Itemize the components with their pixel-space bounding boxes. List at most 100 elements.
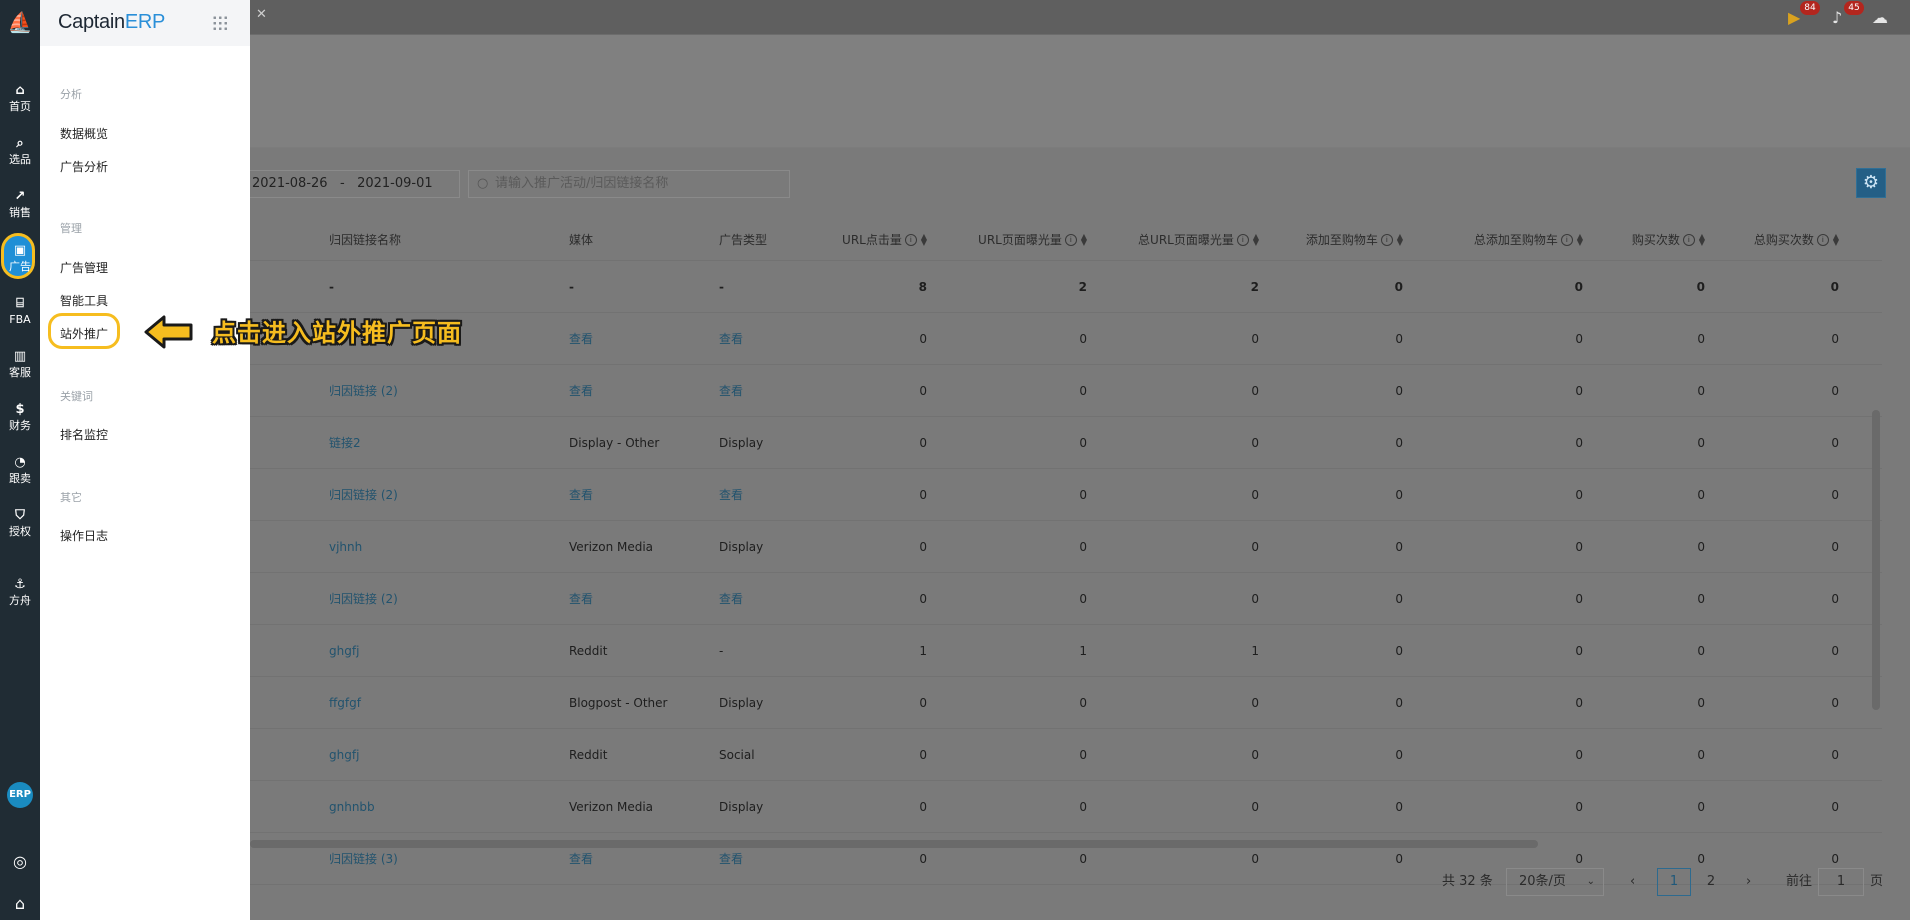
- cell-link[interactable]: 查看: [569, 332, 594, 346]
- info-icon[interactable]: i: [1380, 234, 1393, 246]
- menu-item-data-overview[interactable]: 数据概览: [60, 127, 109, 141]
- cell-link[interactable]: 查看: [569, 488, 594, 502]
- cell-link[interactable]: ffgfgf: [329, 695, 361, 710]
- cell-link[interactable]: 查看: [719, 332, 744, 346]
- rail-item-2[interactable]: ↗ 销售: [0, 186, 40, 230]
- table-cell[interactable]: 查看: [718, 312, 808, 365]
- page-1-button[interactable]: 1: [1657, 868, 1691, 896]
- rail-item-9[interactable]: ⚓ 方舟: [0, 574, 40, 618]
- table-cell[interactable]: ghgfj: [328, 728, 568, 781]
- bell-icon[interactable]: ♪: [1832, 8, 1843, 27]
- table-cell[interactable]: 查看: [718, 364, 808, 417]
- table-cell[interactable]: 查看: [718, 572, 808, 625]
- cell-link[interactable]: 查看: [719, 852, 744, 866]
- sort-icon[interactable]: ▲ ▼: [1698, 232, 1705, 247]
- cell-link[interactable]: 查看: [719, 592, 744, 606]
- column-header[interactable]: URL点击量 i ▲ ▼: [808, 218, 935, 261]
- column-header[interactable]: 广告类型: [718, 218, 808, 261]
- rail-item-8[interactable]: ⛉ 授权: [0, 505, 40, 549]
- cell-link[interactable]: 查看: [569, 592, 594, 606]
- cell-link[interactable]: 归因链接 (2): [329, 384, 398, 398]
- horizontal-scrollbar[interactable]: [250, 840, 1538, 848]
- rail-item-3[interactable]: ▣ 广告: [0, 233, 40, 284]
- sort-icon[interactable]: ▲ ▼: [1396, 232, 1403, 247]
- table-cell[interactable]: 查看: [718, 468, 808, 521]
- cell-link[interactable]: 查看: [719, 488, 744, 502]
- rail-item-0[interactable]: ⌂ 首页: [0, 80, 40, 124]
- cell-link[interactable]: 查看: [569, 384, 594, 398]
- cell-link[interactable]: 查看: [569, 852, 594, 866]
- info-icon[interactable]: i: [1816, 234, 1829, 246]
- cell-link[interactable]: vjhnh: [329, 539, 363, 554]
- table-cell[interactable]: 查看: [568, 364, 718, 417]
- sort-icon[interactable]: ▲ ▼: [1832, 232, 1839, 247]
- settings-gear-icon[interactable]: ⚙: [1856, 168, 1886, 198]
- menu-item-rank-monitor[interactable]: 排名监控: [60, 428, 109, 442]
- cell-link[interactable]: 查看: [719, 384, 744, 398]
- column-header[interactable]: 添加至购物车 i ▲ ▼: [1267, 218, 1411, 261]
- sort-icon[interactable]: ▲ ▼: [920, 232, 927, 247]
- table-cell[interactable]: 链接2: [328, 416, 568, 469]
- page-size-select[interactable]: 20条/页 ⌄: [1506, 868, 1604, 896]
- cell-link[interactable]: ghgfj: [329, 747, 360, 762]
- table-cell[interactable]: 归因链接 (2): [328, 364, 568, 417]
- cell-link[interactable]: 链接2: [329, 436, 361, 450]
- app-grid-icon[interactable]: [212, 15, 228, 31]
- gift-icon[interactable]: ⌂: [14, 894, 26, 913]
- erp-badge[interactable]: ERP: [7, 782, 33, 808]
- column-header[interactable]: 媒体: [568, 218, 718, 261]
- table-cell[interactable]: ghgfj: [328, 624, 568, 677]
- table-cell[interactable]: ffgfgf: [328, 676, 568, 729]
- table-cell[interactable]: 查看: [568, 572, 718, 625]
- vertical-scrollbar[interactable]: [1872, 410, 1880, 710]
- sort-icon[interactable]: ▲ ▼: [1252, 232, 1259, 247]
- headset-icon[interactable]: ◎: [13, 852, 27, 871]
- date-range-picker[interactable]: 2021-08-26 - 2021-09-01: [250, 170, 460, 198]
- table-cell[interactable]: 归因链接 (2): [328, 468, 568, 521]
- info-icon[interactable]: i: [1064, 234, 1077, 246]
- next-page-icon[interactable]: ›: [1746, 874, 1752, 889]
- column-header[interactable]: URL页面曝光量 i ▲ ▼: [935, 218, 1095, 261]
- cloud-icon[interactable]: ☁: [1872, 8, 1888, 27]
- rail-item-6[interactable]: $ 财务: [0, 399, 40, 443]
- table-cell[interactable]: gnhnbb: [328, 780, 568, 833]
- info-icon[interactable]: i: [904, 234, 917, 246]
- column-header[interactable]: 总添加至购物车 i ▲ ▼: [1411, 218, 1591, 261]
- column-header[interactable]: 总URL页面曝光量 i ▲ ▼: [1095, 218, 1267, 261]
- table-cell[interactable]: 查看: [568, 468, 718, 521]
- captain-logo-icon[interactable]: ⛵: [7, 10, 33, 34]
- page-2-button[interactable]: 2: [1706, 874, 1716, 889]
- table-cell[interactable]: 归因链接 (2): [328, 572, 568, 625]
- column-header[interactable]: 购买次数 i ▲ ▼: [1591, 218, 1713, 261]
- menu-item-smart-tools[interactable]: 智能工具: [60, 294, 109, 308]
- flag-icon[interactable]: ▶: [1788, 8, 1801, 27]
- rail-item-5[interactable]: ▥ 客服: [0, 346, 40, 390]
- table-cell[interactable]: 查看: [568, 312, 718, 365]
- sort-icon[interactable]: ▲ ▼: [1080, 232, 1087, 247]
- info-icon[interactable]: i: [1682, 234, 1695, 246]
- close-tab-icon[interactable]: ✕: [256, 7, 267, 22]
- rail-item-7[interactable]: ◔ 跟卖: [0, 452, 40, 496]
- menu-item-ad-analysis[interactable]: 广告分析: [60, 160, 109, 174]
- cell-link[interactable]: 归因链接 (2): [329, 488, 398, 502]
- goto-page-input[interactable]: 1: [1818, 868, 1864, 896]
- table-cell: -: [328, 260, 568, 313]
- rail-item-4[interactable]: ⌸ FBA: [0, 293, 40, 337]
- menu-item-offsite-promotion[interactable]: 站外推广: [60, 327, 109, 341]
- column-header[interactable]: 归因链接名称: [328, 218, 568, 261]
- cell-link[interactable]: 归因链接 (3): [329, 852, 398, 866]
- column-header[interactable]: 总购买次数 i ▲ ▼: [1713, 218, 1847, 261]
- sort-icon[interactable]: ▲ ▼: [1576, 232, 1583, 247]
- table-cell[interactable]: vjhnh: [328, 520, 568, 573]
- menu-item-ad-management[interactable]: 广告管理: [60, 261, 109, 275]
- info-icon[interactable]: i: [1236, 234, 1249, 246]
- brand-logo[interactable]: CaptainERP: [58, 11, 166, 33]
- cell-link[interactable]: ghgfj: [329, 643, 360, 658]
- rail-item-1[interactable]: ⌕ 选品: [0, 133, 40, 177]
- prev-page-icon[interactable]: ‹: [1630, 874, 1636, 889]
- info-icon[interactable]: i: [1560, 234, 1573, 246]
- cell-link[interactable]: 归因链接 (2): [329, 592, 398, 606]
- menu-item-operation-log[interactable]: 操作日志: [60, 529, 109, 543]
- cell-link[interactable]: gnhnbb: [329, 799, 375, 814]
- search-input[interactable]: ○ 请输入推广活动/归因链接名称: [468, 170, 790, 198]
